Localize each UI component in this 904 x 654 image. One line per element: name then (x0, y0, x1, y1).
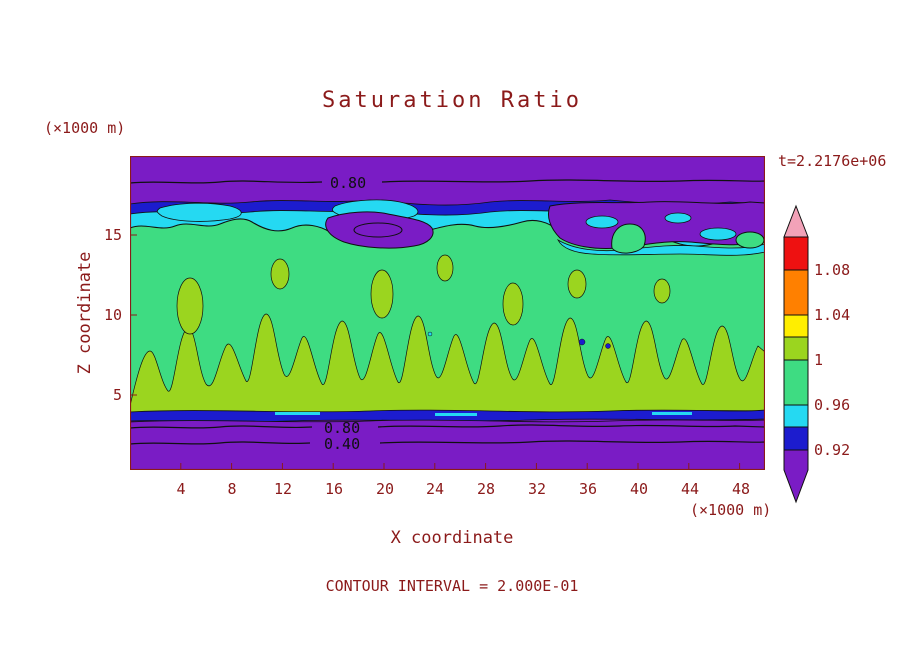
colorbar-segment-red (783, 236, 809, 271)
x-tick-label: 16 (324, 480, 344, 498)
field-cyan-tongue-left (156, 202, 242, 222)
field-yellowgreen-blob (567, 269, 587, 299)
colorbar-segment-springgreen (783, 359, 809, 406)
contour-line-040-bottom (379, 440, 765, 444)
colorbar-label: 1 (814, 351, 824, 369)
y-tick-label: 15 (103, 226, 122, 244)
x-axis-label: X coordinate (390, 528, 514, 548)
y-tick-label: 5 (112, 386, 122, 404)
field-cyan-pocket (585, 215, 619, 229)
x-tick-label: 40 (629, 480, 649, 498)
colorbar-arrow-top (783, 204, 809, 238)
y-axis-units: (×1000 m) (44, 119, 126, 137)
x-axis-units: (×1000 m) (690, 501, 772, 519)
plot-frame (130, 156, 765, 470)
field-cyan-dash (652, 412, 692, 415)
x-tick-label: 8 (227, 480, 237, 498)
field-yellowgreen-blob (502, 282, 524, 326)
x-tick-label: 44 (680, 480, 700, 498)
field-cyan-dash (275, 412, 320, 415)
field-green-bump (611, 223, 646, 254)
y-axis-ticks (130, 234, 137, 396)
x-tick-label: 24 (425, 480, 445, 498)
field-cyan-speck (427, 331, 433, 337)
x-tick-label: 48 (731, 480, 751, 498)
contour-line-080-top (130, 180, 323, 184)
colorbar-label: 0.92 (814, 441, 851, 459)
field-blue-speck (605, 343, 611, 349)
field-yellowgreen-blob (653, 278, 671, 304)
field-yellowgreen-blob (270, 258, 290, 290)
field-yellowgreen-blob (176, 277, 204, 335)
colorbar-segment-darkblue (783, 426, 809, 451)
field-cyan-pocket (699, 227, 737, 241)
colorbar-segment-cyan (783, 404, 809, 428)
page-title: Saturation Ratio (322, 88, 582, 113)
field-purple-band-right (547, 201, 765, 249)
x-tick-label: 28 (476, 480, 496, 498)
colorbar-segment-yellowgreen (783, 336, 809, 361)
contour-label-080-bottom: 0.80 (324, 419, 360, 437)
field-cyan-dash (435, 413, 477, 416)
field-yellowgreen-blob (370, 269, 394, 319)
contour-line-080-bottom (130, 425, 313, 429)
contour-plot: 0.80 0.80 0.40 (130, 156, 765, 470)
time-annotation: t=2.2176e+06 (778, 152, 887, 170)
contour-interval-note: CONTOUR INTERVAL = 2.000E-01 (325, 577, 579, 595)
colorbar-label: 1.08 (814, 261, 851, 279)
field-yellowgreen-blob (436, 254, 454, 282)
colorbar-arrow-bottom (783, 449, 809, 504)
x-axis-ticks (180, 463, 741, 470)
x-tick-label: 20 (375, 480, 395, 498)
x-tick-label: 36 (578, 480, 598, 498)
field-blue-speck (578, 338, 586, 346)
colorbar-label: 0.96 (814, 396, 851, 414)
colorbar-label: 1.04 (814, 306, 851, 324)
contour-line-080-top (381, 179, 765, 183)
field-yellowgreen-fingers (130, 313, 765, 415)
colorbar (783, 204, 809, 504)
y-tick-label: 10 (103, 306, 122, 324)
contour-label-040-bottom: 0.40 (324, 435, 360, 453)
colorbar-segment-yellow (783, 314, 809, 338)
x-tick-label: 12 (273, 480, 293, 498)
field-green-bump (735, 231, 765, 249)
field-cyan-pocket (664, 212, 692, 224)
x-tick-label: 4 (176, 480, 186, 498)
contour-line-080-bottom (377, 424, 765, 428)
field-purple-pocket-inner-contour (353, 222, 403, 238)
contour-line-040-bottom (130, 441, 311, 445)
colorbar-segment-orange (783, 269, 809, 316)
field-purple-band-bottom (130, 419, 765, 470)
contour-label-080-top: 0.80 (330, 174, 366, 192)
x-tick-label: 32 (527, 480, 547, 498)
